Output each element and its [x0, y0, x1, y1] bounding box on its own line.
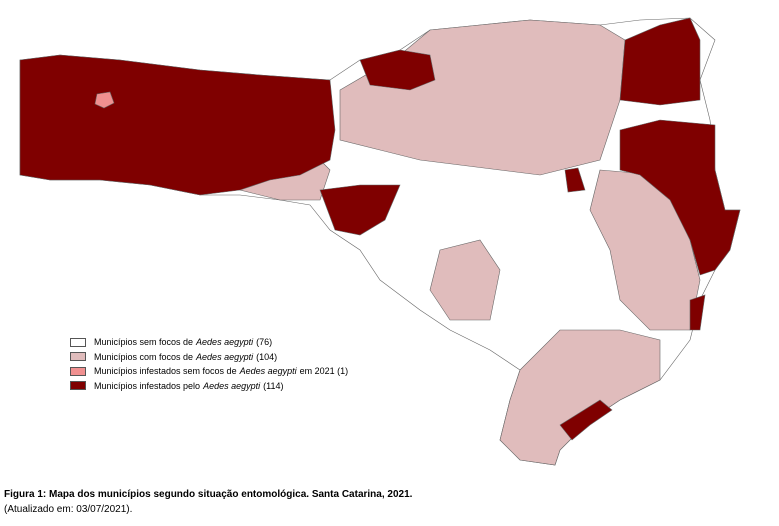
region-infested: [19, 54, 336, 196]
legend-species: Aedes aegypti: [196, 351, 254, 362]
caption-updated: (Atualizado em: 03/07/2021).: [4, 504, 133, 515]
legend-text: Municípios com focos de: [94, 351, 194, 362]
swatch: [70, 352, 86, 362]
map: [19, 17, 741, 466]
legend: Municípios sem focos de Aedes aegypti (76)…: [70, 335, 351, 393]
region-infested-no-foci: [94, 91, 115, 109]
swatch: [70, 337, 86, 347]
legend-item: Municípios com focos de Aedes aegypti (104…: [70, 350, 351, 365]
legend-count: (76): [256, 337, 273, 348]
swatch: [70, 381, 86, 391]
legend-species: Aedes aegypti: [203, 380, 261, 391]
swatch: [70, 366, 86, 376]
legend-text: Municípios sem focos de: [94, 337, 194, 348]
caption: Figura 1: Mapa dos municípios segundo si…: [4, 487, 412, 517]
region-infested: [619, 119, 741, 276]
legend-item: Municípios infestados sem focos de Aedes …: [70, 364, 351, 379]
legend-text: Municípios infestados pelo: [94, 380, 201, 391]
region-infested: [619, 17, 701, 106]
region-infested: [319, 184, 401, 236]
legend-text: Municípios infestados sem focos de: [94, 366, 237, 377]
region-infested: [359, 49, 436, 91]
legend-count: (104): [256, 351, 278, 362]
region-infested: [564, 167, 586, 193]
caption-title: Figura 1: Mapa dos municípios segundo si…: [4, 489, 413, 500]
legend-count: (114): [263, 380, 284, 391]
region-infested: [689, 294, 706, 331]
legend-count: em 2021 (1): [299, 366, 349, 377]
region-with-foci: [429, 239, 501, 321]
legend-item: Municípios sem focos de Aedes aegypti (76): [70, 335, 351, 350]
legend-species: Aedes aegypti: [239, 366, 297, 377]
region-infested: [559, 399, 613, 441]
legend-species: Aedes aegypti: [196, 337, 254, 348]
legend-item: Municípios infestados pelo Aedes aegypti(…: [70, 379, 351, 394]
